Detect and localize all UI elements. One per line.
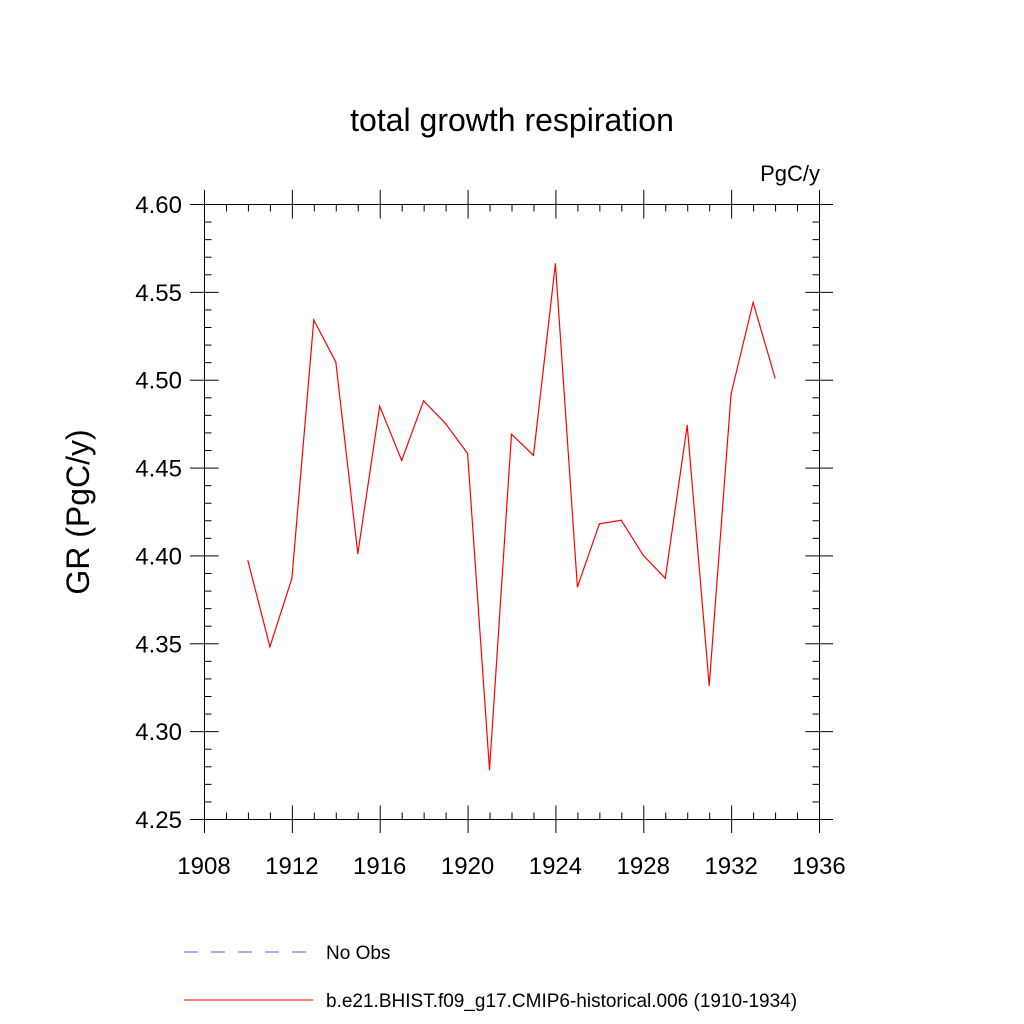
y-tick-label: 4.45 xyxy=(135,456,182,483)
y-tick-label: 4.55 xyxy=(135,280,182,307)
data-point xyxy=(269,646,271,648)
x-tick-label: 1912 xyxy=(265,853,318,880)
data-point xyxy=(598,523,600,525)
series-group xyxy=(247,263,776,771)
data-point xyxy=(247,560,249,562)
y-tick-label: 4.60 xyxy=(135,192,182,219)
y-axis-label: GR (PgC/y) xyxy=(60,429,96,594)
data-point xyxy=(730,393,732,395)
x-tick-label: 1908 xyxy=(177,853,230,880)
data-point xyxy=(620,519,622,521)
x-tick-label: 1916 xyxy=(353,853,406,880)
data-point xyxy=(642,554,644,557)
legend-label: b.e21.BHIST.f09_g17.CMIP6-historical.006… xyxy=(326,991,797,1012)
data-point xyxy=(488,769,491,771)
data-point xyxy=(774,377,776,379)
data-point xyxy=(510,433,513,435)
units-label: PgC/y xyxy=(760,161,820,186)
y-tick-label: 4.35 xyxy=(135,631,182,658)
y-tick-label: 4.25 xyxy=(135,807,182,834)
data-point xyxy=(576,586,578,588)
plot-frame xyxy=(204,204,820,820)
data-point xyxy=(379,405,381,407)
y-tick-label: 4.50 xyxy=(135,368,182,395)
data-point xyxy=(357,553,359,555)
y-tick-labels: 4.25 4.30 4.35 4.40 4.45 4.50 4.55 4.60 xyxy=(135,192,182,834)
data-point xyxy=(445,423,447,425)
data-point xyxy=(313,319,315,321)
y-tick-label: 4.40 xyxy=(135,543,182,570)
data-point xyxy=(752,301,754,303)
x-tick-label: 1924 xyxy=(529,853,582,880)
x-tick-label: 1928 xyxy=(617,853,670,880)
legend: No Obs b.e21.BHIST.f09_g17.CMIP6-historic… xyxy=(184,943,797,1012)
data-point xyxy=(554,263,557,265)
data-point xyxy=(401,459,403,462)
y-tick-label: 4.30 xyxy=(135,719,182,746)
data-point xyxy=(291,577,293,579)
data-point xyxy=(664,577,666,579)
x-tick-label: 1936 xyxy=(792,853,845,880)
data-point xyxy=(686,424,688,426)
data-point xyxy=(466,452,469,455)
x-tick-label: 1932 xyxy=(704,853,757,880)
legend-label: No Obs xyxy=(326,943,390,964)
data-point xyxy=(335,361,337,363)
data-point xyxy=(532,454,535,456)
data-point xyxy=(708,684,710,687)
x-tick-labels: 1908 1912 1916 1920 1924 1928 1932 1936 xyxy=(177,853,845,880)
series-line xyxy=(247,263,776,770)
axis-ticks xyxy=(190,190,833,833)
x-tick-label: 1920 xyxy=(441,853,494,880)
chart-title: total growth respiration xyxy=(350,102,674,138)
data-point xyxy=(423,400,425,402)
